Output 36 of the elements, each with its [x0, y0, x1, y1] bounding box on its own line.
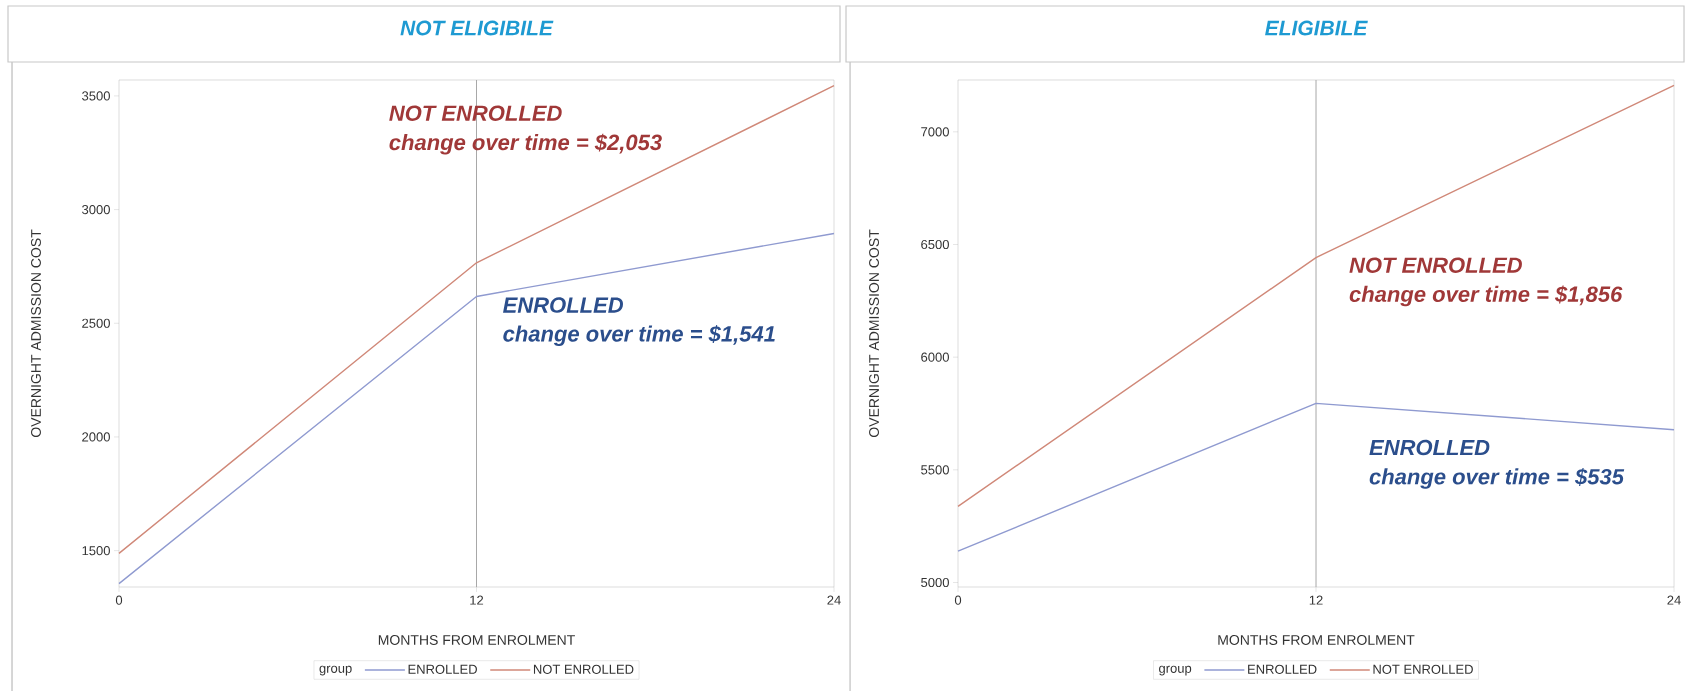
annotation: NOT ENROLLED [389, 105, 562, 121]
legend-label: ENROLLED [1248, 664, 1317, 674]
x-tick-label: 24 [1667, 595, 1681, 605]
legend-label: NOT ENROLLED [1373, 664, 1473, 674]
x-tick-label: 0 [954, 595, 962, 605]
y-tick-label: 2000 [82, 432, 110, 442]
legend-label: NOT ENROLLED [533, 664, 634, 674]
x-tick-label: 12 [470, 595, 484, 605]
annotation: change over time = $535 [1369, 467, 1625, 489]
y-tick-label: 1500 [82, 546, 110, 556]
x-tick-label: 24 [827, 595, 841, 605]
x-axis-title: MONTHS FROM ENROLMENT [378, 635, 575, 645]
annotation: change over time = $1,541 [503, 325, 775, 346]
annotation: ENROLLED [503, 297, 623, 313]
y-tick-label: 3500 [82, 91, 110, 101]
x-tick-label: 12 [1309, 595, 1323, 605]
y-axis-title: OVERNIGHT ADMISSION COST [31, 229, 41, 438]
y-tick-label: 7000 [921, 127, 949, 137]
x-tick-label: 0 [115, 595, 123, 605]
legend-title: group [1159, 665, 1192, 676]
legend-label: ENROLLED [408, 664, 477, 674]
legend-title: group [319, 665, 352, 676]
annotation: NOT ENROLLED [1349, 257, 1522, 274]
y-tick-label: 5500 [921, 465, 949, 475]
annotation: ENROLLED [1369, 439, 1490, 456]
y-tick-label: 6000 [921, 352, 949, 362]
y-tick-label: 5000 [921, 577, 949, 588]
x-axis-title: MONTHS FROM ENROLMENT [1218, 635, 1415, 645]
y-tick-label: 2500 [82, 318, 110, 328]
chart-title: ELIGIBILE [1265, 20, 1368, 36]
y-tick-label: 6500 [921, 239, 949, 250]
chart-title: NOT ELIGIBILE [400, 20, 554, 36]
annotation: change over time = $2,053 [389, 133, 662, 155]
annotation: change over time = $1,856 [1349, 285, 1623, 307]
y-axis-title: OVERNIGHT ADMISSION COST [869, 229, 879, 438]
y-tick-label: 3000 [82, 204, 110, 215]
